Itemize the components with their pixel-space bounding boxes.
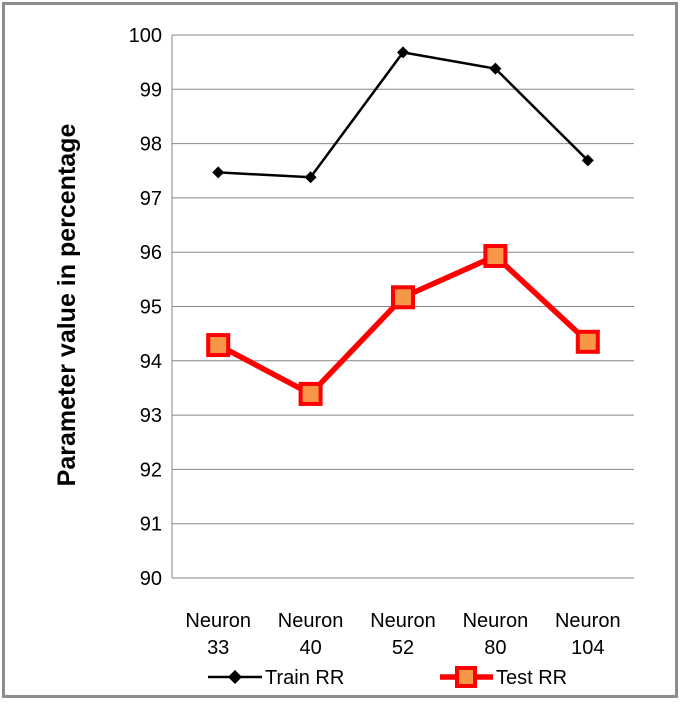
y-tick-label: 98: [140, 134, 162, 156]
y-tick-label: 96: [140, 242, 162, 264]
y-axis-label: Parameter value in percentage: [53, 124, 81, 487]
train-rr-point: [212, 166, 225, 179]
x-tick-label: Neuron: [555, 610, 621, 632]
y-tick-label: 97: [140, 188, 162, 210]
test-rr-point: [391, 285, 415, 310]
y-tick-label: 100: [129, 25, 162, 47]
x-tick-label: 52: [392, 637, 414, 659]
x-tick-label: 40: [299, 637, 321, 659]
gridlines: [172, 34, 634, 579]
train-rr-point: [304, 171, 317, 184]
y-tick-label: 93: [140, 405, 162, 427]
x-tick-label: Neuron: [278, 610, 344, 632]
legend-label-test-rr: Test RR: [496, 667, 567, 689]
chart-frame: [2, 2, 678, 698]
y-tick-label: 95: [140, 297, 162, 319]
y-tick-labels: 90 91 92 93 94 95 96 97 98 99 100: [129, 25, 162, 590]
series-line-test-rr: [216, 253, 590, 397]
series-markers: [206, 46, 600, 406]
x-tick-label: 33: [207, 637, 229, 659]
x-tick-label: Neuron: [370, 610, 436, 632]
legend-marker-test-rr: [455, 666, 477, 688]
train-rr-point: [581, 154, 594, 167]
y-tick-label: 90: [140, 568, 162, 590]
x-tick-label: Neuron: [463, 610, 529, 632]
test-rr-point: [575, 329, 600, 354]
y-tick-label: 91: [140, 514, 162, 536]
legend-label-train-rr: Train RR: [265, 667, 344, 689]
train-rr-point: [397, 46, 409, 59]
legend-marker-train-rr: [228, 670, 242, 684]
y-tick-label: 92: [140, 459, 162, 481]
legend: Train RR Test RR: [208, 666, 567, 689]
test-rr-point: [298, 381, 323, 406]
test-rr-point: [483, 244, 508, 269]
y-tick-label: 94: [140, 351, 162, 373]
x-tick-labels: Neuron 33 Neuron 40 Neuron 52 Neuron 80 Neuron 10…: [185, 610, 620, 659]
series-lines: [216, 51, 590, 397]
y-tick-label: 99: [140, 79, 162, 101]
train-rr-point: [489, 62, 502, 75]
x-tick-label: 104: [571, 637, 604, 659]
test-rr-point: [206, 333, 231, 358]
x-tick-label: 80: [484, 637, 506, 659]
x-tick-label: Neuron: [185, 610, 251, 632]
series-line-train-rr: [218, 51, 589, 179]
